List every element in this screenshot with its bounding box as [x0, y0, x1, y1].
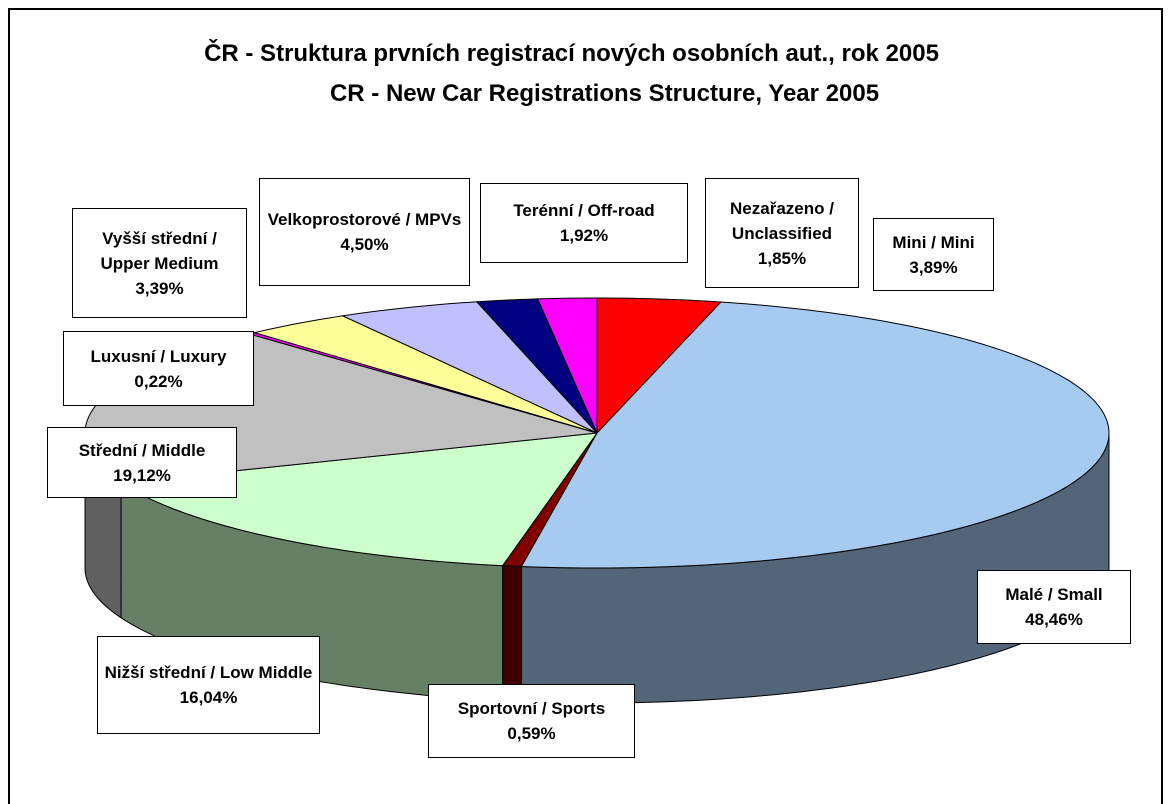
data-label: Velkoprostorové / MPVs 4,50% — [259, 178, 470, 286]
label-category: Nižší střední / Low Middle — [104, 663, 313, 682]
chart-border — [8, 8, 1163, 804]
label-value: 3,39% — [135, 278, 184, 298]
label-category: Luxusní / Luxury — [90, 346, 227, 366]
slice — [340, 301, 598, 434]
label-value: 3,89% — [909, 257, 958, 277]
label-category: Velkoprostorové / MPVs — [267, 210, 462, 229]
label-value: 0,59% — [507, 724, 556, 743]
label-value: 1,85% — [757, 248, 807, 268]
slice — [119, 432, 599, 567]
data-label: Nezařazeno / Unclassified 1,85% — [705, 178, 859, 288]
data-label: Mini / Mini 3,89% — [873, 218, 994, 291]
slice — [520, 301, 1110, 569]
label-value: 1,92% — [559, 226, 609, 245]
label-category: Malé / Small — [1005, 585, 1103, 604]
label-category: Střední / Middle — [78, 440, 206, 460]
slice — [536, 297, 598, 434]
chart-title: ČR - Struktura prvních registrací nových… — [204, 40, 939, 67]
slice — [252, 315, 598, 434]
data-label: Luxusní / Luxury 0,22% — [63, 331, 254, 406]
data-label: Sportovní / Sports 0,59% — [428, 684, 635, 758]
label-category: Nezařazeno / Unclassified — [730, 198, 834, 243]
slice — [596, 297, 723, 435]
data-label: Vyšší střední / Upper Medium 3,39% — [72, 208, 247, 318]
chart-subtitle: CR - New Car Registrations Structure, Ye… — [329, 80, 880, 107]
label-value: 4,50% — [340, 235, 389, 254]
label-category: Terénní / Off-road — [513, 201, 655, 220]
label-value: 19,12% — [113, 465, 171, 485]
label-value: 16,04% — [179, 688, 238, 707]
slice-side — [502, 565, 522, 703]
data-label: Malé / Small 48,46% — [977, 570, 1131, 644]
label-value: 0,22% — [134, 371, 183, 391]
data-label: Terénní / Off-road 1,92% — [480, 183, 688, 263]
label-category: Vyšší střední / Upper Medium — [100, 228, 219, 273]
data-label: Nižší střední / Low Middle 16,04% — [97, 636, 320, 734]
label-value: 48,46% — [1025, 610, 1083, 629]
data-label: Střední / Middle 19,12% — [47, 427, 237, 498]
label-category: Sportovní / Sports — [457, 699, 606, 718]
label-category: Mini / Mini — [892, 232, 975, 252]
slice — [475, 298, 598, 434]
